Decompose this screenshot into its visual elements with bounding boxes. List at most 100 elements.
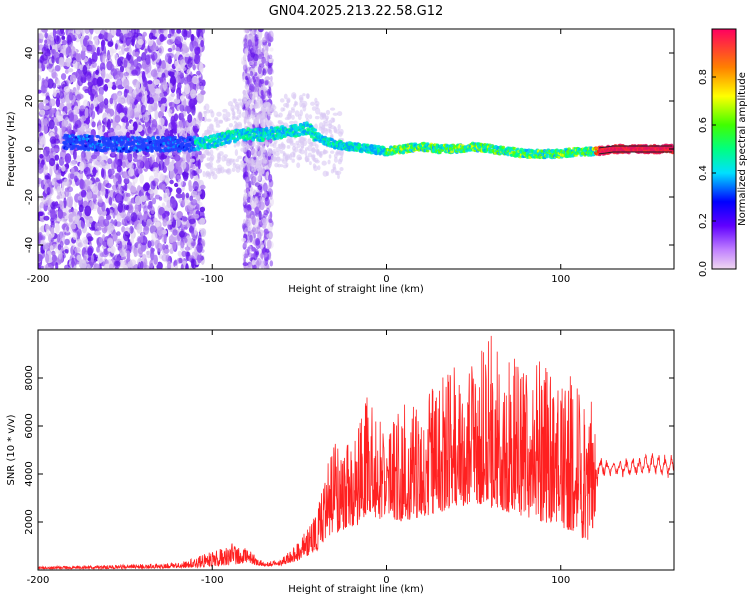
heatmap-noise-cell (138, 92, 143, 97)
heatmap-noise-cell (252, 75, 255, 80)
heatmap-noise-cell (128, 46, 132, 56)
heatmap-noise-cell (149, 259, 154, 269)
heatmap-noise-cell (306, 93, 310, 100)
heatmap-noise-cell (64, 238, 70, 246)
heatmap-noise-cell (80, 49, 86, 61)
heatmap-noise-cell (122, 161, 126, 169)
heatmap-noise-cell (43, 149, 47, 160)
heatmap-noise-cell (168, 235, 175, 244)
heatmap-noise-cell (59, 200, 63, 205)
heatmap-noise-cell (117, 176, 122, 185)
heatmap-noise-cell (325, 115, 329, 121)
heatmap-noise-cell (202, 170, 206, 178)
heatmap-noise-cell (179, 95, 185, 101)
heatmap-noise-cell (215, 167, 222, 175)
heatmap-noise-cell (192, 64, 196, 71)
heatmap-noise-cell (141, 51, 147, 62)
heatmap-noise-cell (98, 33, 104, 40)
heatmap-noise-cell (181, 250, 187, 257)
heatmap-noise-cell (154, 109, 159, 120)
heatmap-noise-cell (81, 236, 89, 248)
heatmap-noise-cell (57, 179, 63, 184)
heatmap-noise-cell (178, 257, 183, 264)
heatmap-noise-cell (243, 38, 248, 44)
heatmap-noise-cell (143, 225, 150, 235)
heatmap-noise-cell (264, 80, 269, 86)
heatmap-noise-cell (329, 107, 336, 111)
heatmap-noise-cell (39, 109, 46, 115)
heatmap-noise-cell (178, 120, 183, 128)
heatmap-noise-cell (252, 86, 257, 93)
heatmap-noise-cell (138, 73, 143, 84)
heatmap-noise-cell (191, 40, 199, 49)
heatmap-noise-cell (162, 243, 166, 251)
heatmap-noise-cell (138, 211, 142, 219)
heatmap-noise-cell (103, 31, 109, 39)
heatmap-noise-cell (176, 92, 180, 101)
heatmap-noise-cell (38, 211, 44, 217)
heatmap-noise-cell (55, 97, 61, 108)
heatmap-noise-cell (89, 158, 93, 164)
heatmap-noise-cell (291, 92, 297, 99)
heatmap-noise-cell (325, 109, 331, 116)
heatmap-noise-cell (180, 263, 184, 269)
heatmap-noise-cell (41, 99, 49, 104)
heatmap-noise-cell (66, 101, 72, 110)
heatmap-noise-cell (258, 53, 263, 60)
heatmap-noise-cell (244, 227, 249, 235)
heatmap-ridge-cell (97, 139, 102, 143)
heatmap-noise-cell (68, 92, 74, 101)
heatmap-ridge-cell (150, 149, 154, 153)
heatmap-noise-cell (297, 156, 303, 160)
heatmap-noise-cell (124, 182, 128, 192)
heatmap-noise-cell (124, 171, 131, 180)
heatmap-noise-cell (175, 65, 182, 72)
heatmap-noise-cell (175, 160, 181, 167)
heatmap-noise-cell (147, 80, 153, 85)
heatmap-noise-cell (63, 178, 70, 186)
heatmap-noise-cell (340, 151, 344, 159)
heatmap-noise-cell (206, 162, 212, 170)
heatmap-noise-cell (337, 174, 340, 180)
heatmap-noise-cell (158, 71, 162, 79)
heatmap-noise-cell (91, 183, 95, 192)
heatmap-noise-cell (291, 108, 296, 113)
heatmap-noise-cell (140, 260, 144, 269)
heatmap-noise-cell (262, 107, 267, 112)
heatmap-noise-cell (115, 238, 121, 244)
heatmap-noise-cell (260, 121, 264, 125)
heatmap-noise-cell (103, 98, 109, 106)
heatmap-noise-cell (307, 138, 312, 145)
heatmap-noise-cell (147, 129, 153, 135)
heatmap-noise-cell (250, 110, 254, 117)
heatmap-noise-cell (161, 60, 166, 70)
heatmap-noise-cell (107, 54, 112, 60)
heatmap-noise-cell (69, 160, 76, 167)
heatmap-noise-cell (173, 259, 178, 266)
heatmap-noise-cell (74, 247, 81, 253)
heatmap-noise-cell (130, 186, 137, 193)
heatmap-noise-cell (129, 163, 134, 171)
heatmap-noise-cell (152, 42, 157, 48)
heatmap-noise-cell (70, 113, 75, 123)
heatmap-noise-cell (101, 69, 106, 79)
heatmap-noise-cell (308, 114, 313, 120)
heatmap-noise-cell (39, 201, 45, 209)
heatmap-noise-cell (199, 206, 206, 213)
heatmap-noise-cell (56, 233, 61, 243)
heatmap-noise-cell (51, 254, 57, 262)
heatmap-noise-cell (114, 114, 121, 123)
heatmap-noise-cell (206, 118, 212, 122)
heatmap-noise-cell (142, 31, 147, 37)
heatmap-noise-cell (186, 105, 191, 115)
heatmap-noise-cell (243, 193, 248, 200)
heatmap-noise-cell (51, 55, 55, 64)
heatmap-noise-cell (117, 57, 122, 67)
heatmap-noise-cell (243, 188, 250, 194)
heatmap-noise-cell (286, 138, 291, 143)
heatmap-noise-cell (234, 103, 240, 110)
heatmap-noise-cell (311, 146, 316, 153)
heatmap-noise-cell (216, 111, 222, 117)
heatmap-noise-cell (154, 32, 159, 38)
heatmap-noise-cell (191, 105, 196, 116)
